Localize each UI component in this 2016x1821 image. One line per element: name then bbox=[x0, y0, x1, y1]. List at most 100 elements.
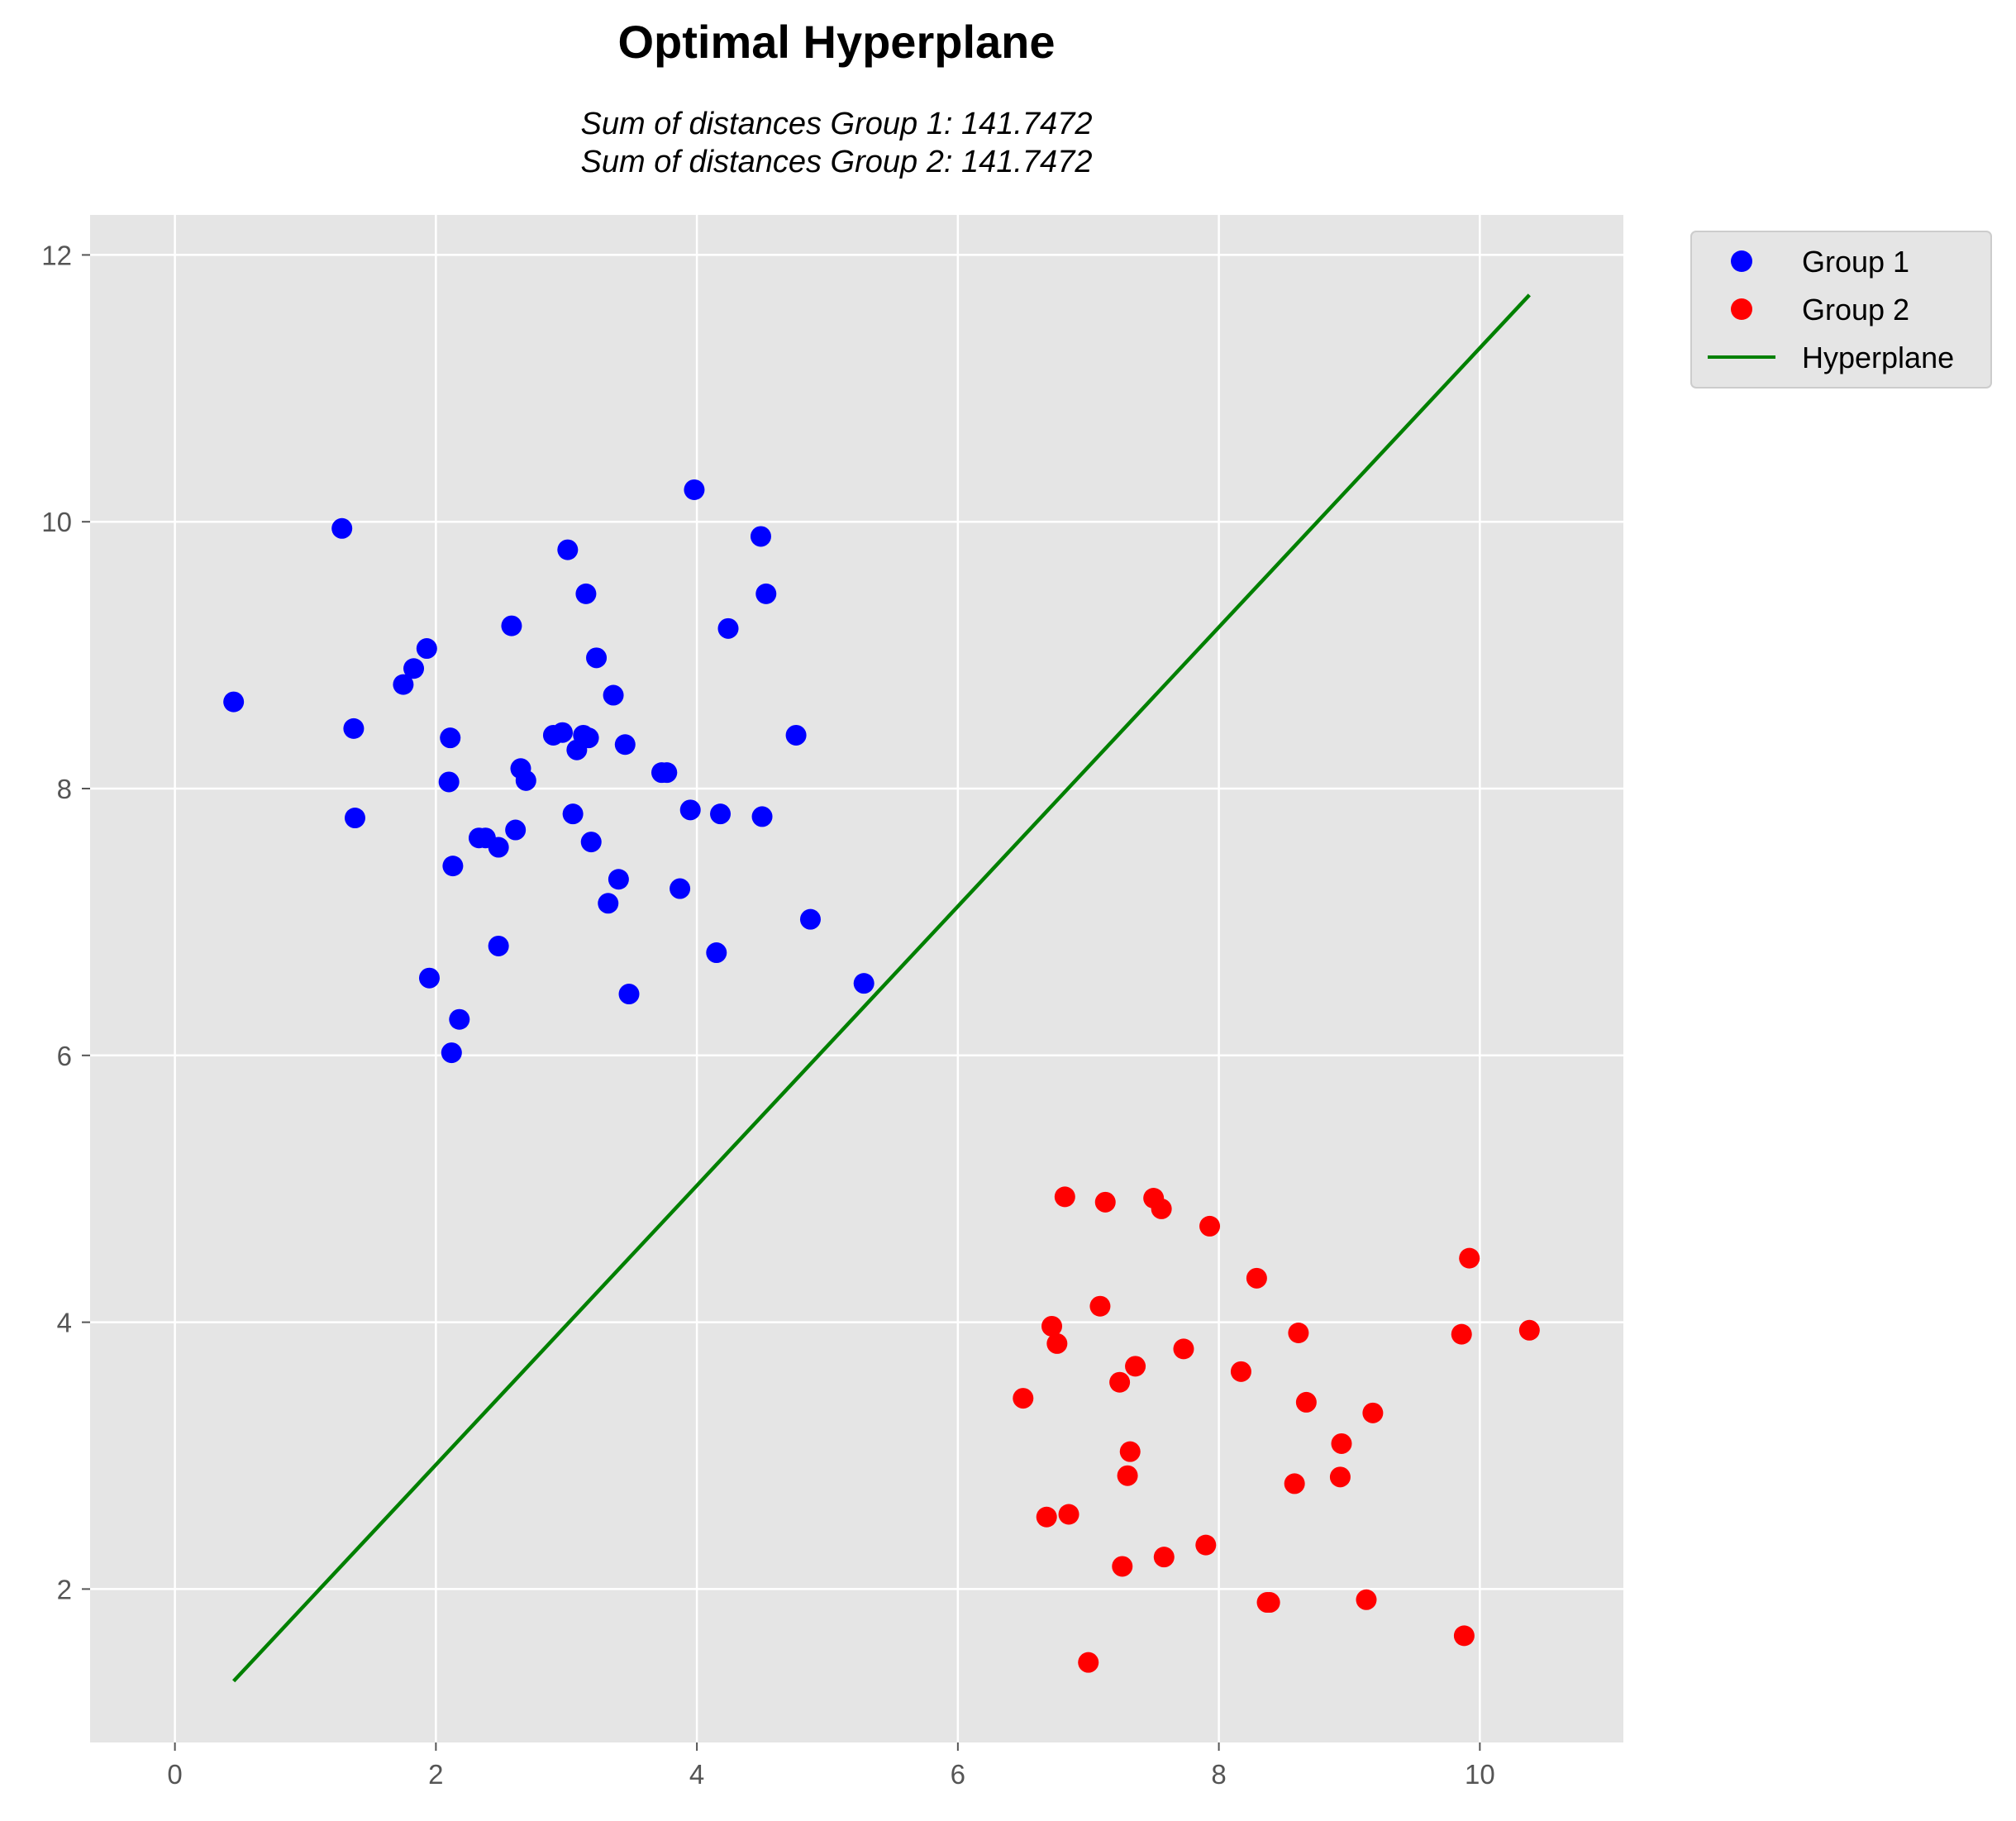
group-1-point bbox=[618, 984, 640, 1005]
legend-label-group-1: Group 1 bbox=[1802, 245, 1909, 279]
group-2-point bbox=[1173, 1338, 1194, 1360]
group-1-point bbox=[441, 1042, 462, 1064]
axis-ticks: 0 2 4 6 8 10 2 4 6 8 10 12 bbox=[41, 240, 1494, 1790]
group-1-point bbox=[344, 808, 365, 829]
group-2-point bbox=[1459, 1247, 1480, 1269]
group-1-point bbox=[449, 1008, 470, 1030]
legend-label-hyperplane: Hyperplane bbox=[1802, 341, 1954, 374]
group-2-point bbox=[1112, 1556, 1133, 1577]
group-1-point bbox=[799, 908, 821, 930]
group-2-point bbox=[1153, 1547, 1175, 1568]
chart-title: Optimal Hyperplane bbox=[617, 16, 1055, 68]
group-2-points bbox=[1013, 1186, 1540, 1673]
group-2-point bbox=[1230, 1361, 1251, 1382]
group-2-point bbox=[1356, 1589, 1377, 1610]
group-1-point bbox=[656, 762, 678, 784]
group-1-point bbox=[608, 869, 629, 890]
group-1-point bbox=[578, 727, 599, 749]
group-1-point bbox=[438, 771, 460, 793]
group-1-point bbox=[488, 935, 509, 956]
group-1-point bbox=[710, 803, 732, 825]
group-1-point bbox=[488, 837, 509, 858]
legend-marker-group-2 bbox=[1731, 298, 1752, 320]
group-2-point bbox=[1288, 1323, 1309, 1344]
group-2-point bbox=[1453, 1625, 1475, 1647]
group-2-point bbox=[1295, 1391, 1317, 1413]
group-1-point bbox=[343, 717, 365, 739]
x-tick-label: 0 bbox=[167, 1759, 182, 1790]
group-2-point bbox=[1117, 1465, 1138, 1486]
group-1-point bbox=[393, 674, 414, 695]
group-1-point bbox=[575, 583, 597, 604]
x-tick-label: 4 bbox=[689, 1759, 704, 1790]
group-2-point bbox=[1058, 1504, 1079, 1525]
x-tick-label: 8 bbox=[1211, 1759, 1226, 1790]
y-tick-label: 12 bbox=[41, 240, 72, 270]
group-1-point bbox=[557, 539, 579, 560]
group-2-point bbox=[1013, 1388, 1034, 1409]
group-2-point bbox=[1054, 1186, 1075, 1208]
x-tick-label: 6 bbox=[951, 1759, 965, 1790]
group-1-point bbox=[515, 770, 536, 791]
group-1-point bbox=[418, 967, 440, 989]
group-2-point bbox=[1362, 1402, 1384, 1423]
group-1-point bbox=[331, 517, 353, 539]
group-2-point bbox=[1094, 1191, 1116, 1213]
group-1-point bbox=[586, 647, 608, 669]
chart-subtitle-line-2: Sum of distances Group 2: 141.7472 bbox=[581, 145, 1093, 179]
group-2-point bbox=[1036, 1506, 1057, 1528]
group-2-point bbox=[1046, 1332, 1068, 1354]
group-1-point bbox=[853, 973, 875, 994]
group-1-point bbox=[706, 942, 727, 964]
group-1-point bbox=[598, 893, 619, 914]
group-2-point bbox=[1195, 1534, 1217, 1556]
group-1-point bbox=[614, 734, 636, 756]
group-2-point bbox=[1518, 1319, 1540, 1341]
group-1-point bbox=[580, 832, 602, 853]
group-1-point bbox=[505, 819, 527, 841]
group-1-point bbox=[717, 617, 739, 639]
group-1-point bbox=[223, 691, 245, 713]
group-2-point bbox=[1109, 1371, 1131, 1393]
group-1-point bbox=[785, 724, 807, 746]
group-1-point bbox=[403, 658, 425, 679]
group-1-point bbox=[440, 727, 461, 749]
group-2-point bbox=[1089, 1295, 1111, 1317]
y-tick-label: 4 bbox=[57, 1308, 72, 1338]
legend-marker-group-1 bbox=[1731, 250, 1752, 272]
group-2-point bbox=[1259, 1592, 1280, 1614]
legend: Group 1 Group 2 Hyperplane bbox=[1690, 231, 1992, 389]
group-1-point bbox=[416, 638, 437, 660]
y-tick-label: 10 bbox=[41, 507, 72, 537]
group-1-point bbox=[562, 803, 584, 825]
group-2-point bbox=[1119, 1441, 1141, 1462]
group-2-point bbox=[1125, 1356, 1146, 1377]
legend-box bbox=[1690, 231, 1992, 389]
group-1-points bbox=[223, 479, 875, 1064]
hyperplane-line bbox=[232, 293, 1531, 1683]
group-2-point bbox=[1329, 1466, 1351, 1488]
group-1-point bbox=[603, 684, 624, 706]
hyperplane-layer bbox=[232, 293, 1531, 1683]
group-1-point bbox=[751, 806, 773, 827]
group-1-point bbox=[442, 856, 464, 877]
group-1-point bbox=[679, 799, 701, 821]
group-2-point bbox=[1246, 1267, 1267, 1289]
chart-subtitle-line-1: Sum of distances Group 1: 141.7472 bbox=[581, 107, 1093, 141]
group-1-point bbox=[551, 722, 573, 743]
group-1-point bbox=[501, 615, 522, 636]
group-2-point bbox=[1451, 1323, 1472, 1345]
x-tick-label: 10 bbox=[1465, 1759, 1495, 1790]
group-2-point bbox=[1199, 1215, 1221, 1237]
group-1-point bbox=[670, 878, 691, 899]
group-1-point bbox=[755, 583, 777, 604]
group-2-point bbox=[1151, 1198, 1172, 1219]
x-tick-label: 2 bbox=[428, 1759, 443, 1790]
group-1-point bbox=[684, 479, 705, 500]
group-2-point bbox=[1331, 1432, 1352, 1454]
group-2-point bbox=[1041, 1315, 1063, 1337]
group-2-point bbox=[1284, 1473, 1305, 1494]
y-tick-label: 6 bbox=[57, 1041, 72, 1071]
legend-label-group-2: Group 2 bbox=[1802, 293, 1909, 327]
